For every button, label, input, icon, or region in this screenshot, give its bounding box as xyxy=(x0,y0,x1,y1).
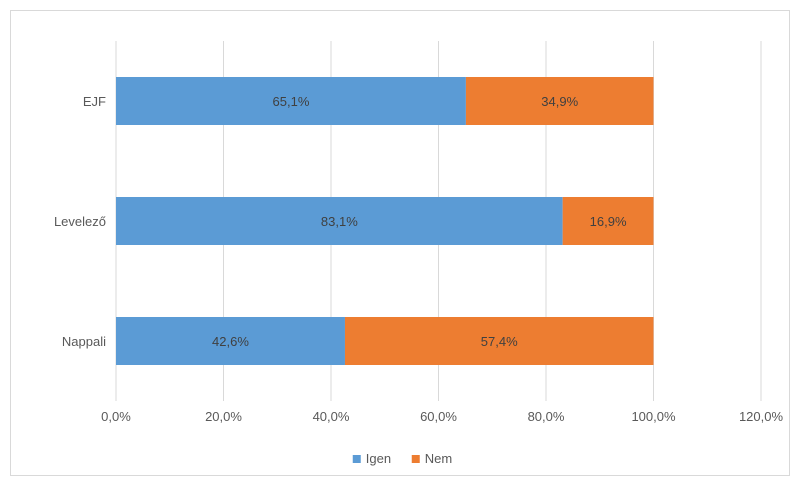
bars xyxy=(116,77,654,365)
legend-label: Nem xyxy=(425,451,452,466)
bar-igen xyxy=(116,317,345,365)
bar-igen xyxy=(116,77,466,125)
bar-nem xyxy=(562,197,654,245)
category-labels: EJF Levelező Nappali xyxy=(54,94,106,349)
x-tick-label: 120,0% xyxy=(739,409,784,424)
data-label: 42,6% xyxy=(212,334,249,349)
bar-nem xyxy=(465,77,654,125)
x-tick-label: 100,0% xyxy=(631,409,676,424)
chart-frame: 65,1% 34,9% 83,1% 16,9% 42,6% 57,4% EJF Levele… xyxy=(10,10,790,476)
legend-swatch xyxy=(352,455,361,463)
category-label: Levelező xyxy=(54,214,106,229)
legend-label: Igen xyxy=(366,451,391,466)
bar-nem xyxy=(344,317,654,365)
x-tick-labels: 0,0% 20,0% 40,0% 60,0% 80,0% 100,0% 120,0% xyxy=(101,409,783,424)
category-label: EJF xyxy=(83,94,106,109)
x-tick-label: 40,0% xyxy=(313,409,350,424)
data-label: 65,1% xyxy=(273,94,310,109)
data-label: 57,4% xyxy=(481,334,518,349)
x-tick-label: 0,0% xyxy=(101,409,131,424)
legend: Igen Nem xyxy=(352,451,452,466)
x-tick-label: 80,0% xyxy=(528,409,565,424)
data-label: 16,9% xyxy=(590,214,627,229)
x-tick-label: 60,0% xyxy=(420,409,457,424)
data-label: 34,9% xyxy=(541,94,578,109)
data-label: 83,1% xyxy=(321,214,358,229)
x-tick-label: 20,0% xyxy=(205,409,242,424)
stacked-bar-chart: 65,1% 34,9% 83,1% 16,9% 42,6% 57,4% EJF Levele… xyxy=(54,41,783,466)
data-labels: 65,1% 34,9% 83,1% 16,9% 42,6% 57,4% xyxy=(212,94,627,349)
bar-igen xyxy=(116,197,563,245)
category-label: Nappali xyxy=(62,334,106,349)
legend-swatch xyxy=(411,455,420,463)
